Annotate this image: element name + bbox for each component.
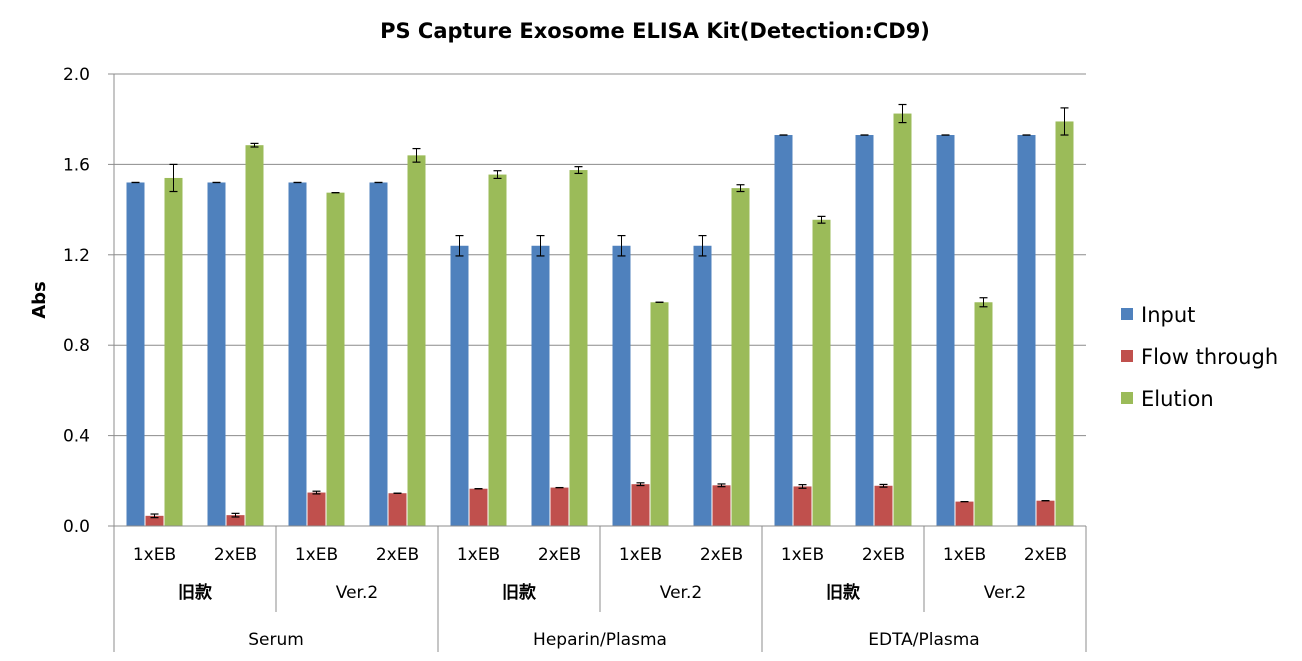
- bar-input: [207, 182, 226, 527]
- legend-label: Input: [1141, 303, 1195, 327]
- bar-flow-through: [145, 515, 164, 526]
- bar-flow-through: [631, 484, 650, 526]
- legend-swatch: [1121, 350, 1133, 362]
- bar-elution: [569, 170, 588, 527]
- bar-input: [288, 182, 307, 527]
- bar-elution: [812, 219, 831, 526]
- x-category-label: 2xEB: [214, 545, 257, 565]
- y-tick-label: 2.0: [63, 65, 90, 85]
- chart-title: PS Capture Exosome ELISA Kit(Detection:C…: [380, 19, 930, 43]
- bar-elution: [974, 302, 993, 526]
- x-version-label: 旧款: [178, 582, 213, 603]
- x-category-label: 1xEB: [133, 545, 176, 565]
- x-version-label: Ver.2: [336, 583, 378, 603]
- bar-flow-through: [1036, 500, 1055, 526]
- bar-flow-through: [388, 493, 407, 526]
- x-category-label: 2xEB: [538, 545, 581, 565]
- bar-elution: [488, 174, 507, 526]
- x-version-label: Ver.2: [984, 583, 1026, 603]
- legend-swatch: [1121, 308, 1133, 320]
- bar-elution: [893, 113, 912, 527]
- x-group-label: Heparin/Plasma: [533, 630, 667, 650]
- legend-label: Flow through: [1141, 345, 1278, 369]
- bar-input: [612, 245, 631, 526]
- x-category-label: 1xEB: [619, 545, 662, 565]
- bar-flow-through: [226, 515, 245, 526]
- error-bars: [131, 103, 1069, 519]
- bar-flow-through: [712, 485, 731, 526]
- bar-elution: [164, 177, 183, 526]
- x-version-label: 旧款: [826, 582, 861, 603]
- x-category-label: 1xEB: [295, 545, 338, 565]
- bar-input: [855, 135, 874, 526]
- y-tick-label: 1.2: [63, 246, 90, 266]
- bar-flow-through: [469, 488, 488, 526]
- bar-input: [693, 245, 712, 526]
- bar-input: [450, 245, 469, 526]
- x-category-label: 1xEB: [943, 545, 986, 565]
- y-tick-label: 0.8: [63, 336, 90, 356]
- x-category-label: 2xEB: [862, 545, 905, 565]
- x-group-label: Serum: [248, 630, 304, 650]
- bar-input: [1017, 135, 1036, 526]
- bar-flow-through: [550, 487, 569, 526]
- bar-input: [936, 135, 955, 526]
- y-axis-label: Abs: [29, 281, 50, 319]
- y-axis: 0.0 0.4 0.8 1.2 1.6 2.0: [63, 65, 115, 537]
- legend: Input Flow through Elution: [1121, 303, 1278, 411]
- bar-input: [126, 182, 145, 527]
- bars: [126, 113, 1074, 527]
- x-category-label: 1xEB: [457, 545, 500, 565]
- x-version-label: Ver.2: [660, 583, 702, 603]
- bar-input: [369, 182, 388, 527]
- bar-flow-through: [955, 501, 974, 526]
- bar-flow-through: [307, 492, 326, 526]
- bar-elution: [326, 192, 345, 526]
- x-category-label: 2xEB: [700, 545, 743, 565]
- bar-flow-through: [874, 485, 893, 526]
- bar-elution: [650, 302, 669, 526]
- x-version-label: 旧款: [502, 582, 537, 603]
- legend-label: Elution: [1141, 387, 1214, 411]
- bar-flow-through: [793, 486, 812, 526]
- bar-elution: [245, 145, 264, 526]
- y-tick-label: 1.6: [63, 155, 90, 175]
- x-category-label: 1xEB: [781, 545, 824, 565]
- x-axis: 1xEB 2xEB 1xEB 2xEB 1xEB 2xEB 1xEB 2xEB 1xEB 2xEB…: [113, 525, 1087, 652]
- y-tick-label: 0.0: [63, 517, 90, 537]
- bar-elution: [731, 188, 750, 526]
- x-category-label: 2xEB: [1024, 545, 1067, 565]
- x-category-label: 2xEB: [376, 545, 419, 565]
- bar-elution: [1055, 121, 1074, 527]
- bar-elution: [407, 155, 426, 527]
- x-group-label: EDTA/Plasma: [868, 630, 979, 650]
- legend-swatch: [1121, 392, 1133, 404]
- y-tick-label: 0.4: [63, 427, 90, 447]
- bar-input: [774, 135, 793, 526]
- bar-input: [531, 245, 550, 526]
